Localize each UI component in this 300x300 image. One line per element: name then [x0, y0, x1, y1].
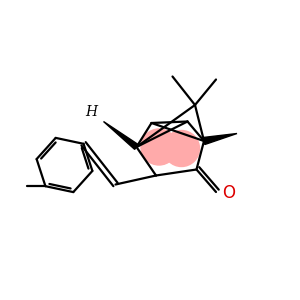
Circle shape [164, 130, 200, 166]
Text: H: H [85, 104, 97, 118]
Polygon shape [103, 122, 138, 149]
Circle shape [141, 129, 177, 165]
Polygon shape [203, 134, 237, 145]
Text: O: O [222, 184, 235, 202]
